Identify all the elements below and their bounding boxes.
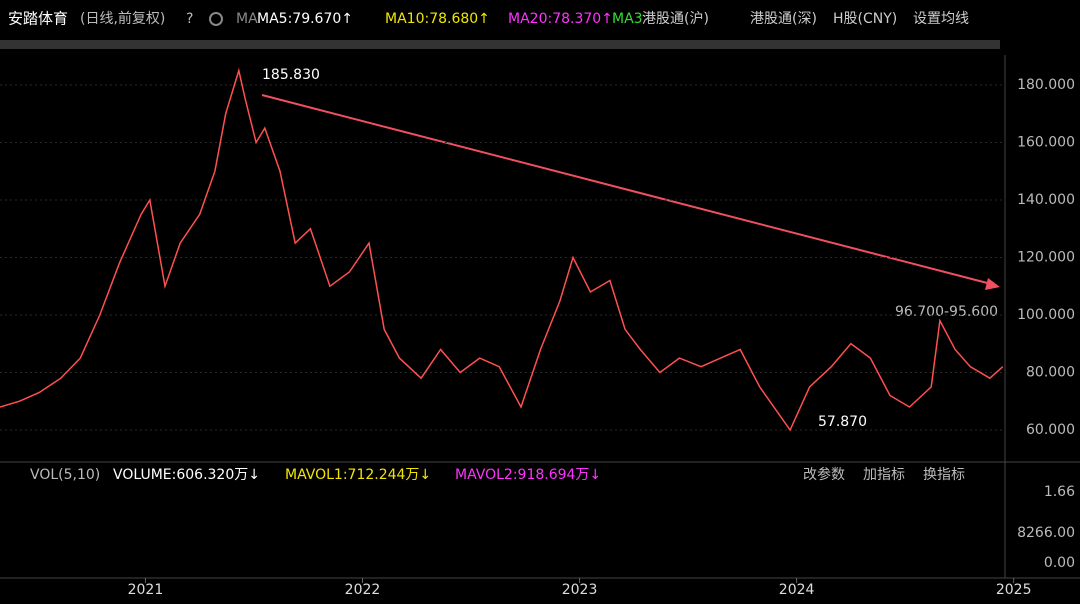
volume: VOLUME:606.320万↓ xyxy=(113,467,260,483)
add-indicator[interactable]: 加指标 xyxy=(863,467,905,483)
edit-params[interactable]: 改参数 xyxy=(803,466,845,483)
trend-arrow xyxy=(261,94,996,286)
range-annotation: 96.700-95.600 xyxy=(895,304,998,320)
x-tick-label: 2023 xyxy=(562,582,598,598)
vol-tick-label: 8266.00 xyxy=(1017,525,1075,541)
h-share[interactable]: H股(CNY) xyxy=(833,11,897,27)
mavol1: MAVOL1:712.244万↓ xyxy=(285,467,431,483)
hk-sh[interactable]: 港股通(沪) xyxy=(642,11,709,27)
switch-indicator[interactable]: 换指标 xyxy=(923,466,965,483)
mavol2: MAVOL2:918.694万↓ xyxy=(455,467,601,483)
x-tick-label: 2022 xyxy=(345,582,381,598)
ma20: MA20:78.370↑ xyxy=(508,11,613,27)
ma3: MA3 xyxy=(612,11,643,27)
vol-tick-label: 1.66 xyxy=(1044,484,1075,500)
ticker-strip xyxy=(0,40,1000,49)
hk-sz[interactable]: 港股通(深) xyxy=(750,11,817,27)
volume-header: VOL(5,10) VOLUME:606.320万↓ MAVOL1:712.24… xyxy=(30,466,1075,571)
x-tick-label: 2025 xyxy=(996,582,1032,598)
stock-name: 安踏体育 xyxy=(8,10,68,28)
ma10: MA10:78.680↑ xyxy=(385,11,490,27)
ma5: MA5:79.670↑ xyxy=(257,11,353,27)
y-tick-label: 100.000 xyxy=(1017,307,1075,323)
x-tick-label: 2021 xyxy=(128,582,164,598)
vol-name: VOL(5,10) xyxy=(30,467,100,483)
help[interactable]: ? xyxy=(186,11,193,27)
y-tick-label: 180.000 xyxy=(1017,77,1075,93)
y-tick-label: 60.000 xyxy=(1026,422,1075,438)
mode: (日线,前复权) xyxy=(80,10,165,27)
y-tick-label: 160.000 xyxy=(1017,134,1075,150)
settings[interactable]: 设置均线 xyxy=(913,11,969,27)
y-tick-label: 120.000 xyxy=(1017,249,1075,265)
ma-label: MA xyxy=(236,11,258,27)
high-annotation: 185.830 xyxy=(262,67,320,83)
y-tick-label: 140.000 xyxy=(1017,192,1075,208)
arrow-head xyxy=(985,278,1000,290)
x-tick-label: 2024 xyxy=(779,582,815,598)
header: 安踏体育 (日线,前复权) ? MA MA5:79.670↑ MA10:78.6… xyxy=(0,10,1000,49)
y-tick-label: 80.000 xyxy=(1026,364,1075,380)
gear-icon[interactable] xyxy=(209,12,223,26)
price-line xyxy=(0,67,1004,432)
low-annotation: 57.870 xyxy=(818,414,867,430)
vol-tick-label: 0.00 xyxy=(1044,555,1075,571)
